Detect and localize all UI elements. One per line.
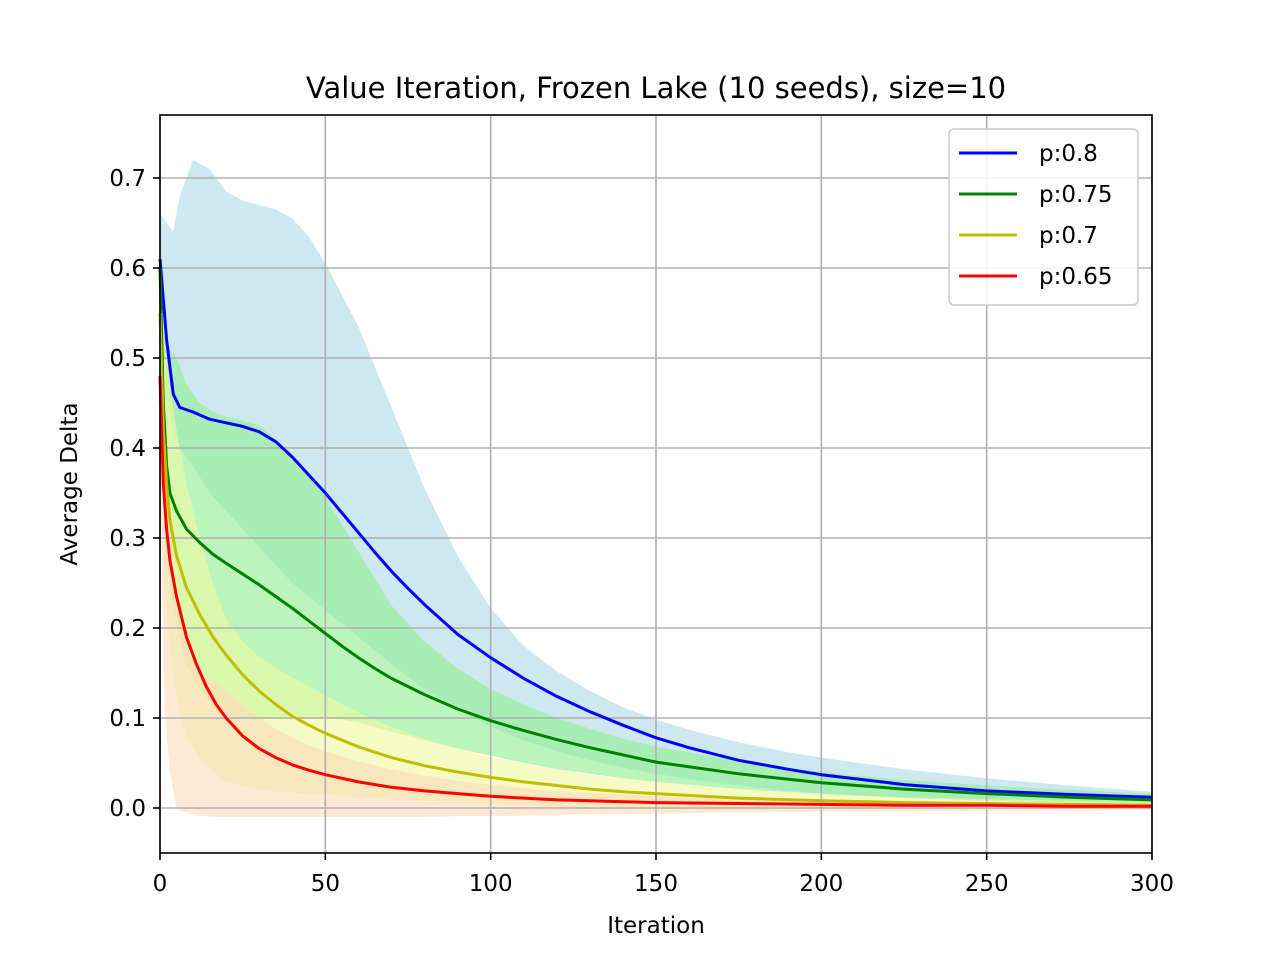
y-tick-label: 0.2	[109, 616, 146, 642]
y-axis-label: Average Delta	[57, 402, 83, 565]
x-tick-label: 250	[965, 871, 1009, 897]
y-tick-label: 0.6	[109, 256, 146, 282]
legend-label: p:0.65	[1039, 264, 1113, 290]
legend-label: p:0.75	[1039, 182, 1113, 208]
x-tick-label: 200	[799, 871, 843, 897]
legend-label: p:0.7	[1039, 223, 1098, 249]
confidence-band-2	[160, 268, 1152, 805]
x-tick-label: 0	[153, 871, 168, 897]
grid-lines	[159, 115, 1153, 853]
legend-label: p:0.8	[1039, 141, 1098, 167]
confidence-band-4	[160, 313, 1152, 817]
series-line-1	[158, 258, 1153, 799]
chart-title: Value Iteration, Frozen Lake (10 seeds),…	[306, 71, 1006, 105]
legend: p:0.8 p:0.75 p:0.7 p:0.65	[948, 128, 1139, 306]
y-tick-label: 0.7	[109, 166, 146, 192]
legend-box	[948, 128, 1139, 306]
x-tick-label: 100	[469, 871, 513, 897]
x-tick-label: 50	[311, 871, 340, 897]
y-tick-label: 0.1	[109, 706, 146, 732]
series-line-4	[158, 375, 1152, 808]
series-line-3	[158, 312, 1153, 807]
series-line-2	[158, 267, 1153, 802]
y-tick-label: 0.5	[109, 346, 146, 372]
y-tick-label: 0.4	[109, 436, 146, 462]
x-axis-ticks: 0 50 100 150 200 250 300	[153, 853, 1174, 897]
x-tick-label: 150	[634, 871, 678, 897]
x-tick-label: 300	[1130, 871, 1174, 897]
y-tick-label: 0.3	[109, 526, 146, 552]
y-tick-label: 0.0	[109, 796, 146, 822]
x-axis-label: Iteration	[607, 913, 705, 939]
series-lines	[158, 258, 1153, 808]
confidence-bands	[160, 160, 1152, 817]
y-axis-ticks: 0.0 0.1 0.2 0.3 0.4 0.5 0.6 0.7	[109, 166, 160, 822]
